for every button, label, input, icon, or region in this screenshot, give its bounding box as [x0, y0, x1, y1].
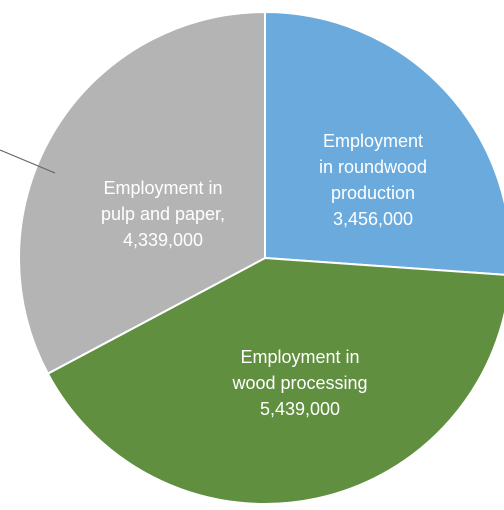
- slice-label-line: Employment in: [240, 347, 359, 367]
- pie-slice: [18, 10, 266, 375]
- slice-label: Employment in roundwood production: [319, 131, 427, 203]
- pie-slice: [46, 256, 504, 505]
- value-label: 5,439,000: [260, 399, 340, 419]
- value-label: 3,456,000: [333, 209, 413, 229]
- slice-label: Employment in wood processing: [231, 347, 367, 393]
- pie-slice: [264, 10, 504, 276]
- slice-label-line: Employment in: [103, 178, 222, 198]
- slice-label-line: wood processing: [231, 373, 367, 393]
- slice-label-line: Employment: [323, 131, 423, 151]
- slice-label-line: pulp and paper,: [101, 204, 225, 224]
- value-label: 4,339,000: [123, 230, 203, 250]
- leader-line: [0, 149, 56, 174]
- slice-label-line: production: [331, 183, 415, 203]
- slice-label: Employment in pulp and paper,: [101, 178, 225, 224]
- slice-label-line: in roundwood: [319, 157, 427, 177]
